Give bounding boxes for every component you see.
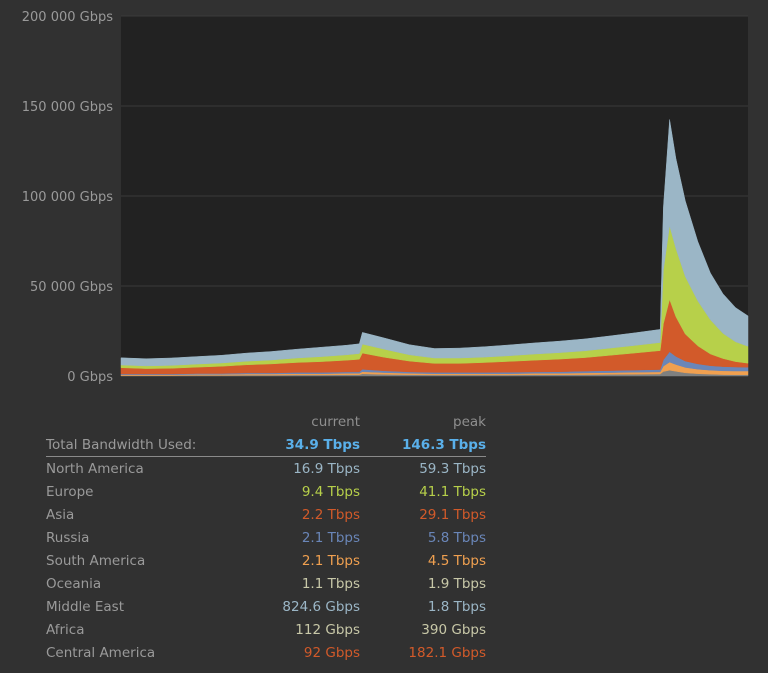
table-row: North America 16.9 Tbps 59.3 Tbps	[46, 457, 486, 481]
region-label: Africa	[46, 621, 85, 638]
region-label: Middle East	[46, 598, 125, 615]
region-current: 824.6 Gbps	[282, 598, 360, 615]
area-series-5	[120, 119, 749, 367]
region-current: 2.1 Tbps	[301, 529, 360, 546]
region-peak: 5.8 Tbps	[427, 529, 486, 546]
table-row: Central America 92 Gbps 182.1 Gbps	[46, 641, 486, 664]
region-current: 2.1 Tbps	[301, 552, 360, 569]
total-row: Total Bandwidth Used: 34.9 Tbps 146.3 Tb…	[46, 433, 486, 457]
y-tick-label: 150 000 Gbps	[22, 100, 113, 115]
header-spacer	[46, 410, 232, 433]
header-peak: peak	[453, 413, 486, 430]
bandwidth-chart: 0 Gbps 50 000 Gbps 100 000 Gbps 150 000 Gbp…	[22, 10, 749, 385]
region-peak: 29.1 Tbps	[419, 506, 486, 523]
region-peak: 41.1 Tbps	[419, 483, 486, 500]
region-peak: 4.5 Tbps	[427, 552, 486, 569]
table-row: Middle East 824.6 Gbps 1.8 Tbps	[46, 595, 486, 618]
y-tick-label: 200 000 Gbps	[22, 10, 113, 25]
bandwidth-table: current peak Total Bandwidth Used: 34.9 …	[46, 410, 486, 664]
region-current: 2.2 Tbps	[301, 506, 360, 523]
chart-svg: 0 Gbps 50 000 Gbps 100 000 Gbps 150 000 Gbp…	[22, 10, 749, 385]
total-label: Total Bandwidth Used:	[46, 433, 232, 457]
region-current: 1.1 Tbps	[301, 575, 360, 592]
region-current: 9.4 Tbps	[301, 483, 360, 500]
region-label: North America	[46, 460, 144, 477]
total-peak: 146.3 Tbps	[360, 433, 486, 457]
total-current: 34.9 Tbps	[232, 433, 360, 457]
region-peak: 1.8 Tbps	[427, 598, 486, 615]
region-current: 16.9 Tbps	[293, 460, 360, 477]
table-row: Russia 2.1 Tbps 5.8 Tbps	[46, 526, 486, 549]
region-current: 92 Gbps	[303, 644, 360, 661]
y-tick-label: 100 000 Gbps	[22, 190, 113, 205]
grid-lines	[121, 15, 748, 287]
y-axis-ticks: 0 Gbps 50 000 Gbps 100 000 Gbps 150 000 Gbp…	[22, 10, 113, 385]
table-row: Africa 112 Gbps 390 Gbps	[46, 618, 486, 641]
region-peak: 182.1 Gbps	[408, 644, 486, 661]
region-peak: 59.3 Tbps	[419, 460, 486, 477]
region-peak: 390 Gbps	[421, 621, 486, 638]
region-label: Central America	[46, 644, 156, 661]
y-tick-label: 50 000 Gbps	[30, 280, 113, 295]
y-tick-label: 0 Gbps	[67, 370, 113, 385]
region-label: Oceania	[46, 575, 102, 592]
table-row: Oceania 1.1 Tbps 1.9 Tbps	[46, 572, 486, 595]
region-current: 112 Gbps	[295, 621, 360, 638]
header-current: current	[311, 413, 360, 430]
stacked-areas	[120, 119, 749, 377]
region-label: Russia	[46, 529, 90, 546]
table-row: Europe 9.4 Tbps 41.1 Tbps	[46, 480, 486, 503]
table-row: South America 2.1 Tbps 4.5 Tbps	[46, 549, 486, 572]
table-row: Asia 2.2 Tbps 29.1 Tbps	[46, 503, 486, 526]
region-label: Asia	[46, 506, 75, 523]
region-label: South America	[46, 552, 146, 569]
region-peak: 1.9 Tbps	[427, 575, 486, 592]
region-label: Europe	[46, 483, 94, 500]
table-header-row: current peak	[46, 410, 486, 433]
